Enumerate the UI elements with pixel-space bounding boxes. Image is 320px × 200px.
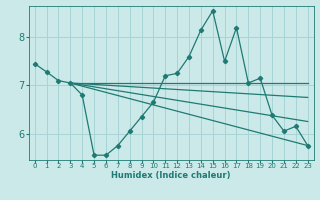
X-axis label: Humidex (Indice chaleur): Humidex (Indice chaleur) (111, 171, 231, 180)
